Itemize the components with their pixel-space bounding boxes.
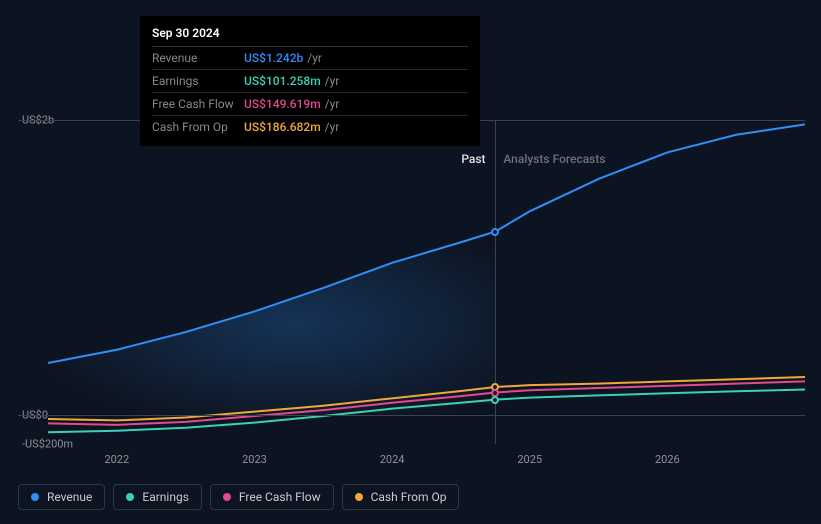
chart-tooltip: Sep 30 2024 RevenueUS$1.242b/yrEarningsU…	[140, 16, 480, 146]
tooltip-unit: /yr	[325, 74, 340, 88]
legend-item-earnings[interactable]: Earnings	[113, 484, 202, 510]
tooltip-value: US$1.242b	[244, 51, 303, 65]
tooltip-row: EarningsUS$101.258m/yr	[152, 70, 468, 93]
legend-dot-icon	[31, 493, 39, 501]
gridline	[18, 415, 805, 416]
legend-label: Revenue	[47, 490, 92, 504]
tooltip-row: Free Cash FlowUS$149.619m/yr	[152, 93, 468, 116]
tooltip-key: Revenue	[152, 51, 244, 65]
past-label: Past	[461, 152, 485, 166]
series-marker-earnings	[491, 396, 499, 404]
tooltip-key: Earnings	[152, 74, 244, 88]
tooltip-unit: /yr	[325, 120, 340, 134]
x-axis-label: 2024	[380, 453, 405, 466]
x-axis-label: 2025	[517, 453, 542, 466]
chart-legend: Revenue Earnings Free Cash Flow Cash From O…	[18, 484, 459, 510]
legend-dot-icon	[126, 493, 134, 501]
chart-plot-svg	[18, 120, 805, 444]
tooltip-unit: /yr	[325, 97, 340, 111]
legend-item-revenue[interactable]: Revenue	[18, 484, 105, 510]
legend-dot-icon	[223, 493, 231, 501]
legend-label: Free Cash Flow	[239, 490, 321, 504]
legend-dot-icon	[355, 493, 363, 501]
tooltip-key: Free Cash Flow	[152, 97, 244, 111]
y-axis-label: -US$200m	[22, 438, 73, 451]
legend-item-cash-from-op[interactable]: Cash From Op	[342, 484, 460, 510]
tooltip-value: US$149.619m	[244, 97, 321, 111]
tooltip-key: Cash From Op	[152, 120, 244, 134]
legend-item-free-cash-flow[interactable]: Free Cash Flow	[210, 484, 334, 510]
financials-chart: US$2bUS$0-US$200m 20222023202420252026 P…	[18, 120, 805, 444]
legend-label: Earnings	[142, 490, 189, 504]
series-marker-revenue	[491, 228, 499, 236]
tooltip-value: US$101.258m	[244, 74, 321, 88]
forecast-label: Analysts Forecasts	[503, 152, 605, 166]
x-axis-label: 2022	[104, 453, 129, 466]
tooltip-row: Cash From OpUS$186.682m/yr	[152, 116, 468, 138]
x-axis-label: 2026	[655, 453, 680, 466]
tooltip-unit: /yr	[307, 51, 322, 65]
tooltip-date: Sep 30 2024	[152, 26, 468, 47]
tooltip-row: RevenueUS$1.242b/yr	[152, 47, 468, 70]
legend-label: Cash From Op	[371, 490, 447, 504]
tooltip-value: US$186.682m	[244, 120, 321, 134]
x-axis-label: 2023	[242, 453, 267, 466]
